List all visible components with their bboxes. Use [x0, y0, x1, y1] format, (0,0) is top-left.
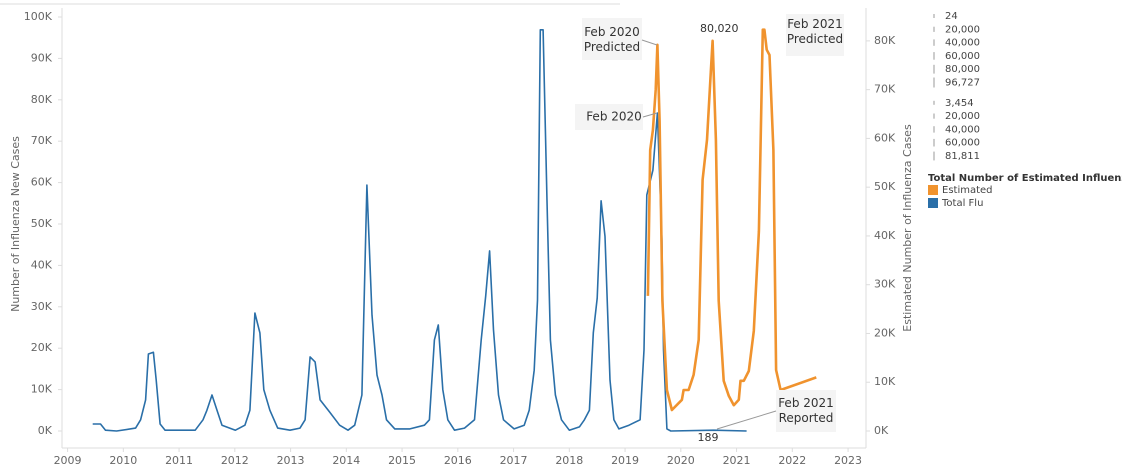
x-tick-label: 2021	[723, 454, 751, 466]
size-swatch	[933, 126, 935, 133]
size-swatch	[933, 77, 935, 88]
y-tick-label: 90K	[31, 51, 53, 64]
size-legend-label: 20,000	[945, 24, 980, 35]
y2-tick-label: 30K	[874, 278, 896, 291]
annotation: 189	[698, 431, 719, 444]
y2-axis-title: Estimated Number of Influenza Cases	[901, 124, 914, 332]
size-swatch	[933, 100, 935, 105]
size-legend-label: 81,811	[945, 151, 980, 162]
y2-tick-label: 50K	[874, 180, 896, 193]
x-tick-label: 2020	[667, 454, 695, 466]
x-tick-label: 2012	[221, 454, 249, 466]
annotation-box	[582, 18, 642, 60]
y-tick-label: 20K	[31, 341, 53, 354]
size-legend-label: 96,727	[945, 78, 980, 89]
annotation-box	[776, 390, 836, 432]
y-tick-label: 30K	[31, 300, 53, 313]
x-tick-label: 2023	[834, 454, 862, 466]
y2-tick-label: 80K	[874, 34, 896, 47]
x-tick-label: 2016	[444, 454, 472, 466]
annotation-box	[786, 14, 844, 56]
size-legend-label: 24	[945, 11, 958, 22]
annotation: Predicted	[787, 32, 843, 46]
legend-title: Total Number of Estimated Influenza Case…	[928, 173, 1122, 184]
size-swatch	[933, 14, 935, 18]
y-tick-label: 50K	[31, 217, 53, 230]
annotation: Feb 2021	[778, 396, 834, 410]
x-tick-label: 2015	[388, 454, 416, 466]
x-tick-label: 2011	[165, 454, 193, 466]
y2-tick-label: 40K	[874, 229, 896, 242]
size-legend-label: 60,000	[945, 138, 980, 149]
y-tick-label: 0K	[38, 424, 53, 437]
size-swatch	[933, 39, 935, 46]
legend-label: Estimated	[942, 185, 993, 196]
legend-swatch	[928, 185, 938, 195]
y2-tick-label: 70K	[874, 83, 896, 96]
size-legend-label: 20,000	[945, 111, 980, 122]
size-legend-label: 40,000	[945, 124, 980, 135]
size-swatch	[933, 64, 935, 74]
size-legend-label: 80,000	[945, 64, 980, 75]
annotation-leader	[716, 410, 777, 430]
annotation: Feb 2020	[586, 110, 642, 124]
x-tick-label: 2018	[555, 454, 583, 466]
size-swatch	[933, 52, 935, 60]
x-tick-label: 2022	[778, 454, 806, 466]
size-legend-label: 40,000	[945, 38, 980, 49]
size-swatch	[933, 151, 935, 161]
y2-tick-label: 20K	[874, 326, 896, 339]
x-tick-label: 2009	[54, 454, 82, 466]
y-axis-title: Number of Influenza New Cases	[9, 136, 22, 312]
y2-tick-label: 60K	[874, 131, 896, 144]
annotation: Feb 2020	[584, 25, 640, 39]
annotation-leader	[642, 112, 658, 118]
y-tick-label: 80K	[31, 93, 53, 106]
annotation-leader	[641, 39, 658, 46]
y-tick-label: 70K	[31, 134, 53, 147]
series-line	[646, 28, 817, 412]
size-legend-label: 3,454	[945, 98, 974, 109]
x-tick-label: 2013	[277, 454, 305, 466]
series-line	[92, 29, 747, 432]
x-tick-label: 2010	[109, 454, 137, 466]
y-tick-label: 10K	[31, 383, 53, 396]
annotation-box	[575, 104, 643, 130]
legend-swatch	[928, 198, 938, 208]
x-tick-label: 2017	[500, 454, 528, 466]
size-legend-label: 60,000	[945, 51, 980, 62]
y2-tick-label: 0K	[874, 424, 889, 437]
y-tick-label: 100K	[24, 10, 53, 23]
legend-label: Total Flu	[941, 198, 983, 209]
annotation: 80,020	[700, 22, 739, 35]
y2-tick-label: 10K	[874, 375, 896, 388]
annotation: Reported	[779, 411, 834, 425]
y-tick-label: 60K	[31, 176, 53, 189]
x-tick-label: 2014	[332, 454, 360, 466]
size-swatch	[933, 26, 935, 32]
x-tick-label: 2019	[611, 454, 639, 466]
size-swatch	[933, 138, 935, 147]
annotation: Feb 2021	[787, 17, 843, 31]
annotation: Predicted	[584, 40, 640, 54]
y-tick-label: 40K	[31, 258, 53, 271]
size-swatch	[933, 113, 935, 119]
